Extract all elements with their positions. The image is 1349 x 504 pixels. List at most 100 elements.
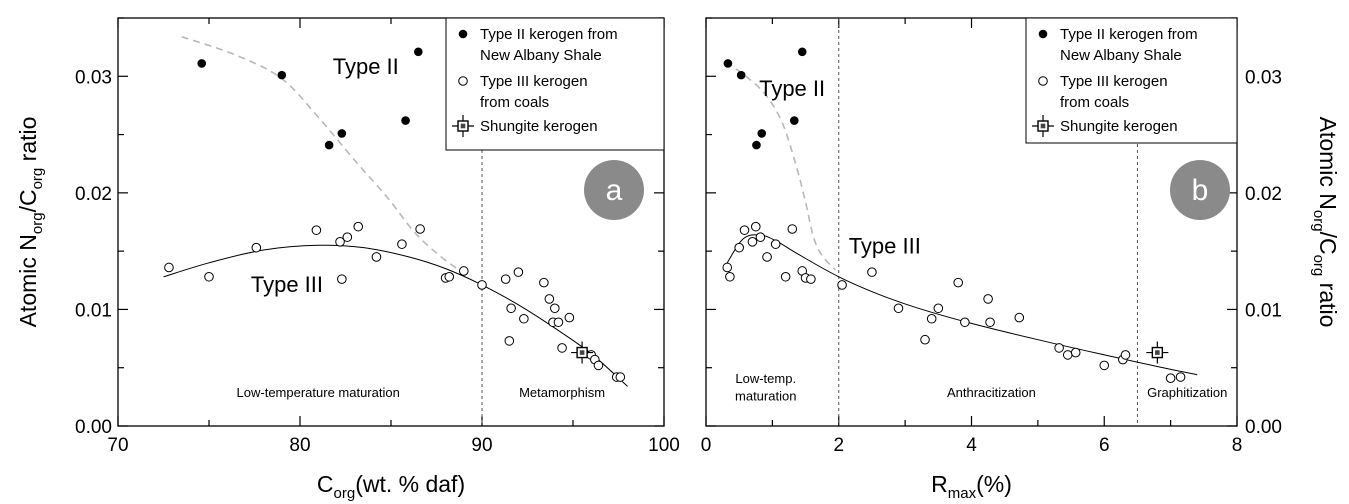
panel-badge-label: a <box>606 174 623 207</box>
y-axis-title: Atomic Norg/Corg ratio <box>15 117 46 328</box>
x-tick-label: 0 <box>701 435 712 456</box>
type-iii-point <box>544 294 555 304</box>
y-tick-label: 0.02 <box>75 184 112 205</box>
y-tick-label: 0.01 <box>75 300 112 321</box>
type-iii-point <box>734 242 744 253</box>
type-iii-point <box>506 303 516 314</box>
type-iii-point <box>787 224 798 234</box>
type-iii-point <box>762 252 772 262</box>
legend-label: Type II kerogen from <box>480 26 618 43</box>
type-ii-point <box>401 116 410 125</box>
type-ii-trend-curve <box>181 35 461 272</box>
legend-label: Shungite kerogen <box>1060 118 1178 135</box>
shungite-point <box>571 341 594 364</box>
type-iii-point <box>770 239 781 249</box>
type-iii-point <box>953 277 964 288</box>
y-tick-label: 0.02 <box>1245 184 1282 205</box>
type-ii-point <box>197 59 207 68</box>
legend-label: from coals <box>1060 94 1129 111</box>
type-label: Type II <box>759 76 825 101</box>
type-iii-point <box>1054 343 1064 353</box>
region-label: Low-temperature maturation <box>237 385 400 400</box>
type-iii-point <box>564 312 575 323</box>
type-label: Type III <box>251 272 323 297</box>
y-tick-label: 0.03 <box>75 67 112 88</box>
type-iii-trend-curve <box>163 244 628 387</box>
region-label: Graphitization <box>1147 385 1227 400</box>
x-tick-label: 8 <box>1232 435 1243 456</box>
legend-label: New Albany Shale <box>1060 47 1182 64</box>
type-ii-point <box>324 140 334 150</box>
legend-marker-type-iii <box>1038 76 1048 86</box>
type-iii-point <box>1175 372 1186 382</box>
legend-marker-type-ii <box>458 29 468 39</box>
type-iii-point <box>504 336 515 346</box>
type-ii-point <box>789 116 799 125</box>
type-iii-point <box>477 280 487 290</box>
legend-box <box>445 17 665 151</box>
legend-label: Shungite kerogen <box>480 118 598 135</box>
type-iii-point <box>725 271 735 282</box>
x-tick-label: 2 <box>833 435 844 456</box>
type-iii-point <box>867 267 877 277</box>
legend-label: Type III kerogen <box>480 73 588 90</box>
panel-badge <box>1170 160 1230 220</box>
y-axis-title: Atomic Norg/Corg ratio <box>1310 117 1341 328</box>
type-iii-point <box>780 271 791 282</box>
type-iii-point <box>747 237 758 247</box>
type-iii-point <box>722 262 733 273</box>
type-ii-point <box>752 140 761 150</box>
legend-label: from coals <box>480 94 549 111</box>
y-tick-label: 0.00 <box>75 417 112 438</box>
x-tick-label: 4 <box>966 435 977 456</box>
type-iii-point <box>550 303 560 314</box>
y-tick-label: 0.00 <box>1245 417 1282 438</box>
type-iii-point <box>337 274 347 284</box>
y-tick-label: 0.01 <box>1245 300 1282 321</box>
type-label: Type III <box>849 233 921 258</box>
type-iii-point <box>513 267 524 277</box>
type-iii-point <box>739 225 750 235</box>
type-iii-point <box>164 262 174 273</box>
type-iii-point <box>519 313 529 324</box>
type-iii-point <box>615 372 626 382</box>
type-iii-point <box>1062 350 1073 360</box>
type-ii-point <box>337 129 347 138</box>
type-ii-point <box>277 70 287 80</box>
chart-panel-b: 0 2 4 6 80.00 0.01 0.02 0.03 Low-temp. maturation… <box>701 17 1341 502</box>
type-iii-point <box>755 232 766 242</box>
type-iii-point <box>342 232 353 242</box>
type-ii-point <box>797 47 807 57</box>
type-iii-point <box>311 225 322 235</box>
region-label: Low-temp. <box>735 371 796 386</box>
legend: Type II kerogen from New Albany Shale Type… <box>1025 17 1238 144</box>
type-iii-point <box>1165 373 1176 384</box>
x-tick-label: 100 <box>648 435 680 456</box>
type-iii-point <box>750 221 761 232</box>
type-iii-point <box>933 303 944 314</box>
type-label: Type II <box>333 54 399 79</box>
x-tick-label: 70 <box>107 435 128 456</box>
type-iii-point <box>960 317 970 328</box>
type-ii-trend-curve <box>725 61 836 271</box>
type-iii-point <box>459 266 469 276</box>
x-axis-title: Rmax(%) <box>931 471 1012 502</box>
legend-marker-shungite <box>1032 115 1054 137</box>
type-iii-point <box>335 237 345 247</box>
type-iii-point <box>1120 350 1131 360</box>
region-label: Metamorphism <box>519 385 605 400</box>
legend-marker-type-iii <box>458 76 468 86</box>
panel-badge-label: b <box>1192 174 1209 207</box>
legend-marker-shungite <box>452 115 474 137</box>
type-ii-point <box>736 70 746 80</box>
region-label: maturation <box>735 388 796 403</box>
legend-marker-type-ii <box>1038 29 1048 39</box>
panel-badge <box>584 160 644 220</box>
type-iii-point <box>837 280 847 290</box>
x-axis-title: Corg(wt. % daf) <box>317 471 465 502</box>
type-iii-point <box>983 294 993 304</box>
type-iii-point <box>806 274 816 284</box>
legend-label: New Albany Shale <box>480 47 602 64</box>
type-iii-point <box>920 334 930 345</box>
